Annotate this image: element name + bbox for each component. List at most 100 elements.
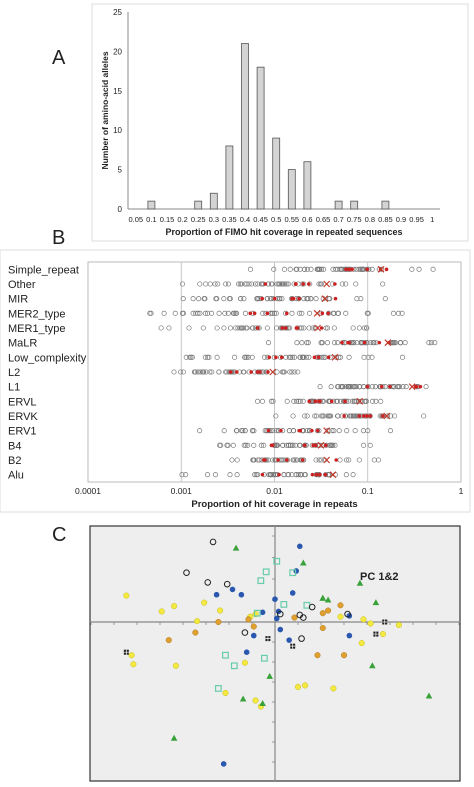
highlight-point: [277, 472, 281, 477]
highlight-point: [283, 326, 288, 330]
data-point: [199, 369, 206, 375]
data-point: [217, 442, 223, 448]
data-point: [235, 325, 241, 331]
black-open-circle-point: [223, 580, 231, 588]
data-point: [367, 442, 373, 448]
data-point: [249, 354, 255, 360]
data-point: [391, 340, 397, 346]
highlight-point: [324, 443, 328, 448]
teal-square-point: [280, 600, 288, 608]
highlight-point: [300, 458, 305, 462]
data-point: [350, 472, 356, 478]
data-point: [426, 340, 432, 346]
data-point: [328, 413, 334, 419]
highlight-point: [280, 326, 285, 330]
data-point: [258, 442, 264, 448]
orange-circle-point: [250, 623, 257, 630]
data-point: [284, 398, 290, 404]
data-point: [255, 325, 261, 331]
data-point: [252, 472, 258, 478]
data-point: [235, 281, 242, 287]
data-point: [280, 442, 286, 448]
data-point: [242, 354, 248, 360]
x-tick-label: 0.3: [209, 215, 219, 224]
data-point: [304, 428, 310, 434]
highlight-point: [260, 472, 265, 477]
data-point: [325, 325, 331, 331]
orange-circle-point: [314, 652, 321, 659]
highlight-point: [313, 443, 318, 448]
data-point: [179, 472, 185, 478]
data-point: [380, 281, 386, 287]
teal-square-point: [260, 654, 268, 662]
data-point: [282, 281, 288, 287]
data-point: [242, 281, 248, 287]
highlight-point: [252, 311, 257, 316]
data-point: [242, 428, 248, 434]
highlight-point: [273, 296, 277, 301]
panel-a-frame: [91, 3, 469, 242]
highlight-point: [310, 472, 315, 477]
data-point: [245, 442, 251, 448]
data-point: [209, 369, 215, 375]
black-open-circle-point: [298, 635, 305, 642]
highlight-point: [333, 296, 338, 301]
data-point: [180, 281, 186, 287]
data-point: [279, 296, 285, 302]
highlight-point: [380, 414, 385, 418]
data-point: [343, 281, 349, 287]
histogram-bar: [209, 192, 218, 210]
yellow-circle-point: [360, 616, 367, 623]
teal-square-point: [253, 609, 261, 617]
data-point: [371, 340, 377, 346]
orange-circle-point: [319, 610, 326, 617]
highlight-point: [384, 267, 389, 272]
data-point: [270, 428, 276, 434]
data-point: [316, 281, 322, 287]
data-point: [259, 398, 266, 404]
data-point: [244, 354, 250, 360]
data-point: [296, 310, 302, 316]
highlight-point: [228, 370, 233, 374]
blue-circle-point: [286, 637, 292, 643]
x-tick-label: 1: [459, 486, 464, 496]
data-point: [207, 281, 213, 287]
category-label: B2: [8, 455, 21, 467]
data-point: [307, 310, 313, 316]
data-point: [318, 457, 324, 463]
category-label: MER1_type: [8, 323, 65, 335]
data-point: [197, 428, 203, 434]
data-point: [277, 296, 283, 302]
data-point: [223, 281, 229, 287]
data-point: [289, 354, 295, 360]
highlight-point: [357, 414, 362, 418]
highlight-point: [350, 267, 354, 272]
blue-circle-point: [289, 590, 296, 596]
highlight-point: [249, 370, 253, 374]
data-point: [323, 325, 329, 331]
x-tick-label: 0.2: [177, 215, 187, 224]
data-point: [292, 457, 298, 463]
data-point: [201, 369, 207, 375]
data-point: [180, 369, 186, 375]
highlight-point: [307, 282, 311, 286]
data-point: [305, 340, 311, 346]
yellow-circle-point: [217, 607, 224, 614]
yellow-circle-point: [128, 652, 135, 659]
teal-square-point: [273, 557, 281, 565]
data-point: [285, 281, 291, 287]
histogram-bar: [194, 200, 203, 210]
highlight-point: [344, 267, 348, 272]
yellow-circle-point: [337, 613, 344, 620]
yellow-circle-point: [367, 620, 374, 627]
highlight-point: [265, 311, 270, 316]
data-point: [200, 325, 206, 331]
yellow-circle-point: [123, 592, 130, 599]
data-point: [350, 325, 356, 331]
data-point: [339, 281, 345, 287]
data-point: [373, 398, 379, 404]
data-point: [189, 354, 195, 360]
blue-circle-point: [243, 649, 250, 655]
data-point: [421, 413, 427, 419]
